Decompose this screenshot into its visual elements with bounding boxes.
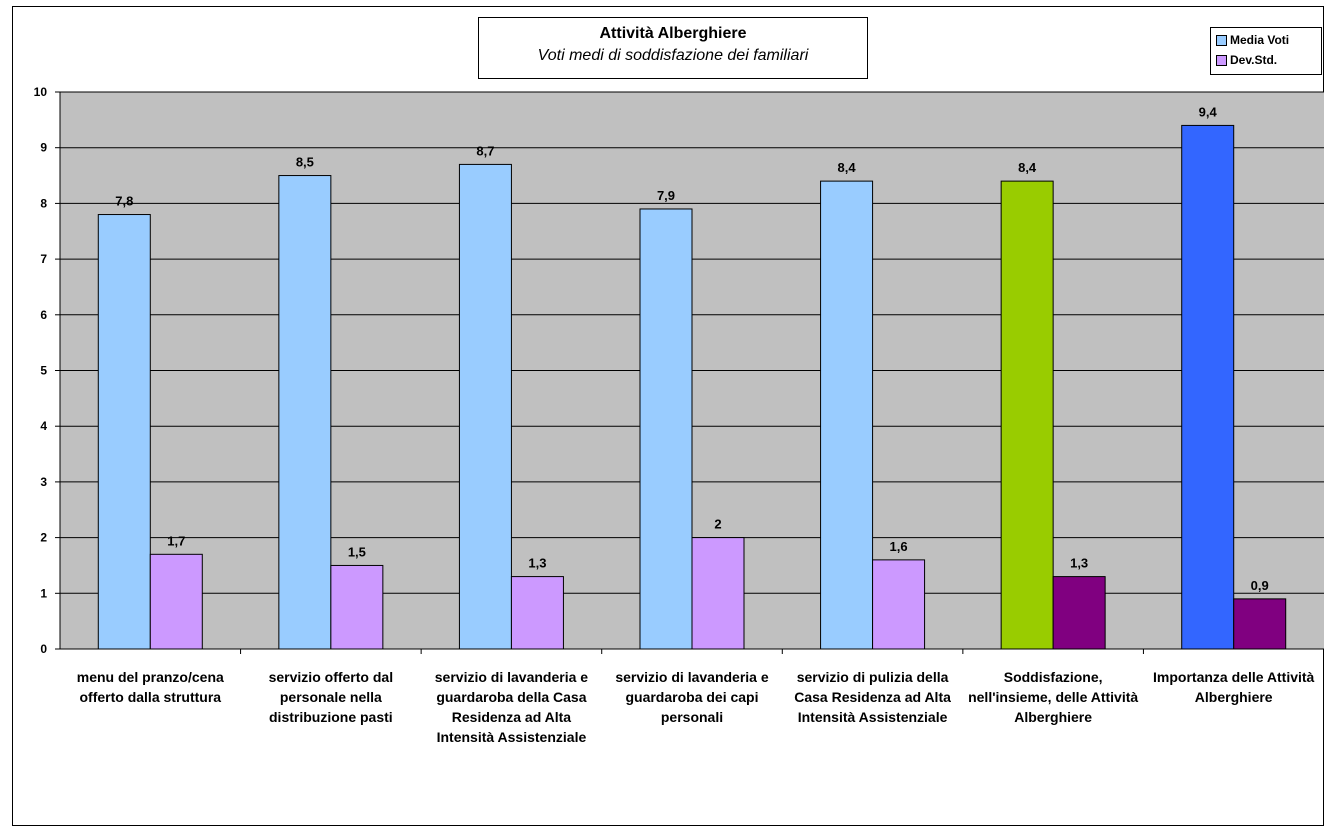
data-label: 8,4	[1018, 160, 1037, 175]
x-category-label: Importanza delle Attività Alberghiere	[1153, 669, 1315, 705]
data-label: 1,5	[348, 544, 366, 559]
chart-subtitle: Voti medi di soddisfazione dei familiari	[537, 47, 809, 64]
bar-media-voti	[820, 180, 874, 650]
bar-dev-std	[691, 537, 745, 650]
x-category-label: servizio offerto dal personale nella dis…	[268, 669, 394, 725]
legend-item-dev-std: Dev.Std.	[1216, 51, 1321, 69]
data-label: 8,4	[838, 160, 857, 175]
bar-dev-std	[330, 564, 384, 650]
data-label: 1,6	[890, 539, 908, 554]
y-tick-label: 2	[40, 531, 47, 545]
bar-media-voti	[1181, 124, 1235, 650]
x-category-label: servizio di lavanderia e guardaroba dell…	[434, 669, 589, 745]
legend-label-media-voti: Media Voti	[1230, 33, 1290, 47]
y-tick-label: 4	[40, 419, 47, 433]
data-label: 7,9	[657, 188, 675, 203]
legend-swatch-media-voti	[1216, 34, 1227, 46]
bar-media-voti	[97, 214, 151, 650]
legend: Media Voti Dev.Std.	[1210, 27, 1322, 75]
x-category-label: servizio di lavanderia e guardaroba dei …	[615, 669, 769, 725]
legend-swatch-dev-std	[1216, 54, 1227, 66]
data-label: 1,3	[528, 556, 546, 571]
data-label: 2	[714, 517, 721, 532]
bar-dev-std	[872, 559, 926, 650]
y-tick-label: 5	[40, 364, 47, 378]
y-tick-label: 8	[40, 196, 47, 210]
x-category-label: servizio di pulizia della Casa Residenza…	[794, 669, 951, 725]
bar-dev-std	[510, 576, 564, 650]
x-category-label: menu del pranzo/cena offerto dalla strut…	[76, 669, 224, 705]
data-label: 0,9	[1251, 578, 1269, 593]
bar-media-voti	[458, 163, 512, 650]
y-tick-label: 9	[40, 141, 47, 155]
data-label: 8,5	[296, 155, 314, 170]
legend-item-media-voti: Media Voti	[1216, 31, 1321, 49]
y-tick-label: 1	[40, 586, 47, 600]
data-label: 8,7	[476, 143, 494, 158]
y-tick-label: 3	[40, 475, 47, 489]
data-label: 1,7	[167, 533, 185, 548]
data-label: 9,4	[1199, 104, 1218, 119]
bar-media-voti	[278, 175, 332, 650]
y-tick-label: 10	[34, 85, 48, 99]
data-label: 1,3	[1070, 556, 1088, 571]
bar-media-voti	[1000, 180, 1054, 650]
bar-media-voti	[639, 208, 693, 650]
bar-dev-std	[1233, 598, 1287, 650]
bar-dev-std	[149, 553, 203, 650]
y-tick-label: 6	[40, 308, 47, 322]
legend-label-dev-std: Dev.Std.	[1230, 53, 1278, 67]
bar-dev-std	[1052, 576, 1106, 650]
y-tick-label: 0	[40, 642, 47, 656]
chart-title: Attività Alberghiere	[599, 25, 747, 42]
chart-title-box: Attività Alberghiere Voti medi di soddis…	[478, 17, 868, 79]
x-category-label: Soddisfazione, nell'insieme, delle Attiv…	[968, 669, 1139, 725]
data-label: 7,8	[115, 194, 133, 209]
y-tick-label: 7	[40, 252, 47, 266]
